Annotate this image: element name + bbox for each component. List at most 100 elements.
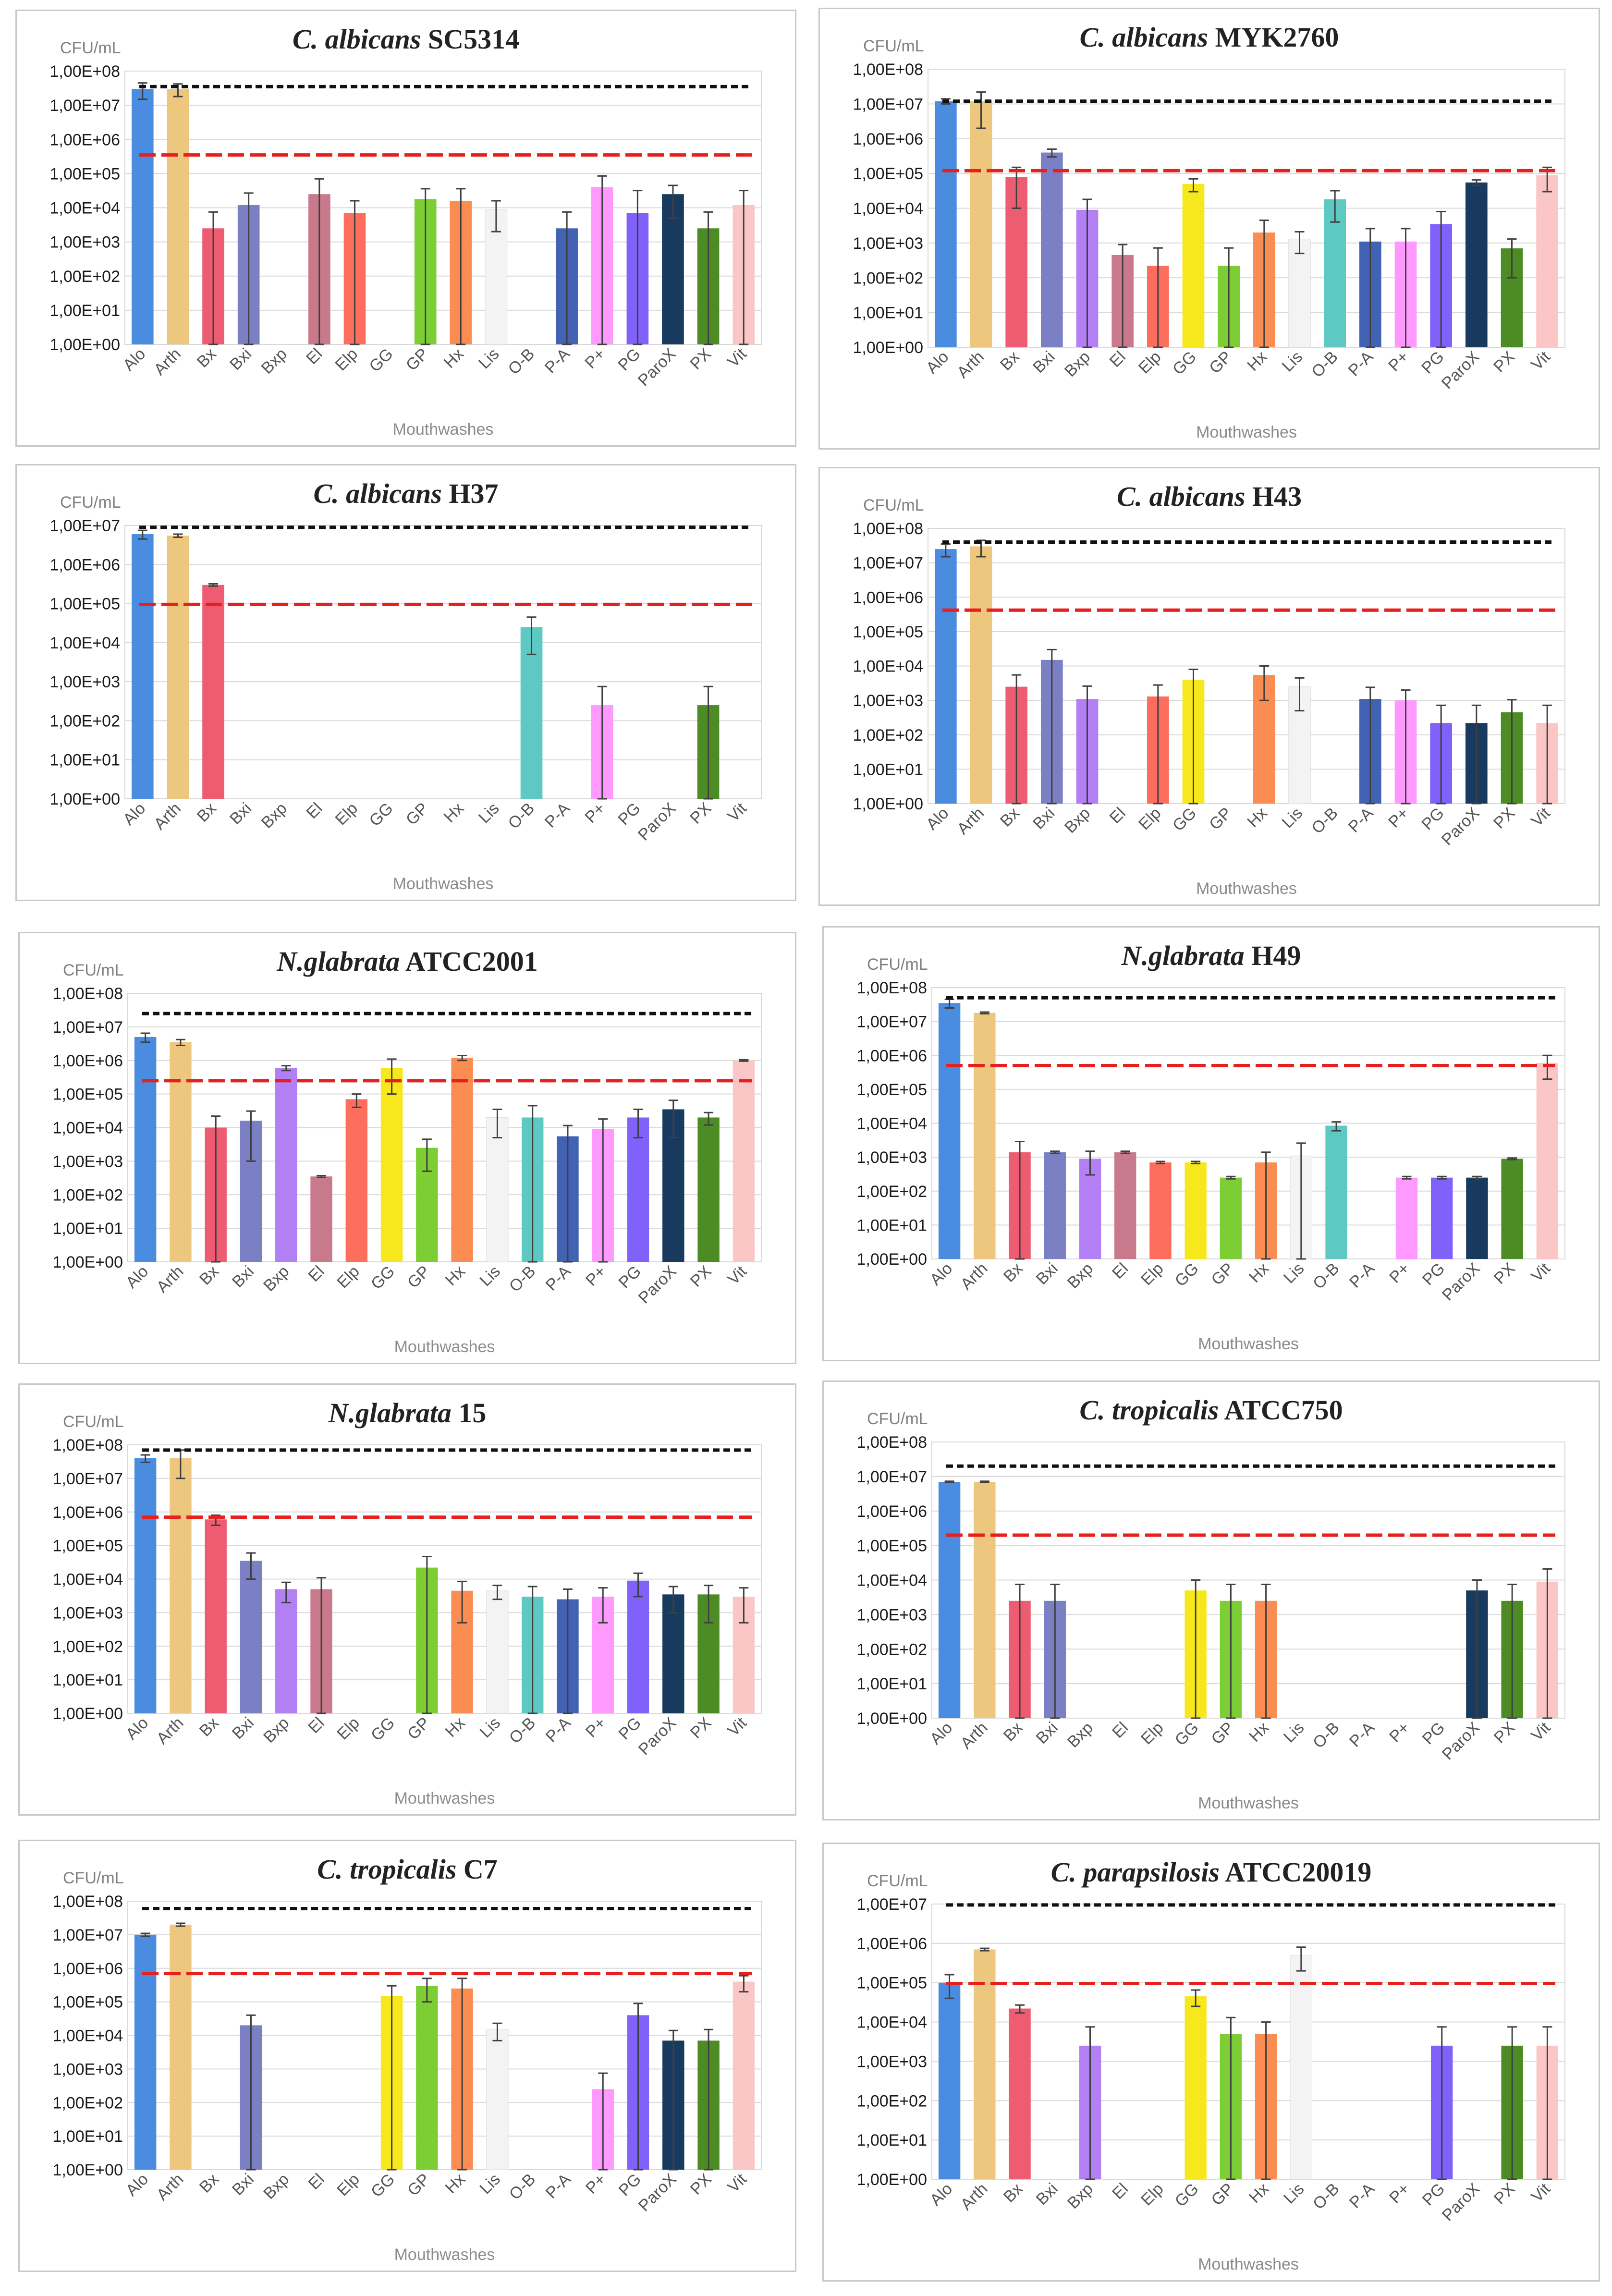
error-bar (633, 1572, 643, 1598)
plot-area (931, 987, 1565, 1259)
x-tick-label: Hx (1246, 2180, 1272, 2207)
plot-area (928, 69, 1565, 348)
error-bar (140, 1932, 150, 1937)
x-tick-label: Bxp (1064, 1719, 1097, 1751)
error-bar (140, 1032, 150, 1043)
x-tick-label: GP (404, 1262, 434, 1292)
error-bar (976, 91, 986, 129)
error-bar (281, 1065, 291, 1072)
x-tick-label: P+ (1386, 1719, 1413, 1746)
x-tick-label: Elp (1137, 1719, 1167, 1748)
x-axis-label: Mouthwashes (394, 2246, 495, 2264)
error-bar (1191, 1160, 1201, 1164)
bar-lis (486, 1117, 509, 1262)
x-tick-label: Elp (1137, 1259, 1167, 1289)
y-tick-label: 1,00E+02 (52, 1637, 123, 1656)
x-tick-label: Bx (194, 799, 220, 826)
bar-vit (733, 1981, 755, 2170)
y-tick-label: 1,00E+04 (856, 1115, 927, 1133)
chart-title-species: C. tropicalis (1079, 1394, 1219, 1426)
bar-bx (1009, 2008, 1031, 2179)
y-tick-label: 1,00E+01 (52, 1671, 123, 1689)
x-tick-label: Bxp (260, 1714, 293, 1746)
x-tick-label: P+ (1385, 804, 1412, 831)
error-bar (527, 1586, 537, 1714)
chart-n-glabrata-atcc2001: N.glabrata ATCC2001 CFU/mL 1,00E+00 1,00E+0… (18, 932, 796, 1364)
error-bar (1365, 228, 1375, 348)
error-bar (1542, 1568, 1552, 1719)
x-tick-label: ParoX (1438, 804, 1483, 849)
x-tick-label: Arth (957, 1719, 991, 1753)
x-tick-label: GP (1208, 1259, 1237, 1289)
error-bar (562, 1588, 573, 1714)
bar-alo (134, 1037, 157, 1262)
x-tick-label: Bxp (1061, 348, 1094, 380)
y-tick-label: 1,00E+01 (52, 2127, 123, 2146)
x-tick-label: GG (367, 1714, 398, 1745)
y-tick-label: 1,00E+01 (856, 1216, 927, 1234)
x-tick-label: GP (1206, 348, 1235, 378)
x-tick-label: PX (1490, 348, 1518, 376)
x-tick-label: O-B (505, 799, 538, 833)
x-tick-label: P+ (581, 345, 609, 372)
y-tick-label: 1,00E+01 (853, 304, 923, 322)
x-tick-label: PG (614, 345, 644, 375)
error-bar (633, 2003, 643, 2171)
x-tick-label: Vit (1528, 1259, 1554, 1285)
error-bar (457, 1978, 467, 2171)
x-tick-label: Arth (153, 1714, 187, 1748)
error-bar (979, 1947, 989, 1952)
y-tick-label: 1,00E+00 (856, 1710, 927, 1728)
chart-title: C. albicans SC5314 (293, 24, 519, 55)
error-bar (456, 188, 466, 345)
x-tick-label: Alo (122, 2170, 152, 2200)
bar-vit (733, 1060, 755, 1262)
chart-n-glabrata-15: N.glabrata 15 CFU/mL 1,00E+00 1,00E+01 1,00E… (18, 1383, 796, 1816)
error-bar (457, 1055, 467, 1062)
error-bar (598, 2072, 608, 2171)
error-bar (1153, 247, 1163, 348)
x-tick-label: P+ (1386, 1259, 1413, 1287)
error-bar (703, 211, 713, 345)
error-bar (1471, 704, 1481, 805)
x-tick-label: P+ (581, 799, 609, 827)
error-bar (422, 1978, 432, 2003)
y-unit-label: CFU/mL (867, 955, 928, 974)
error-bar (598, 1587, 608, 1624)
bar-bxi (1044, 1152, 1066, 1259)
error-bar (597, 175, 607, 345)
y-tick-label: 1,00E+03 (52, 1152, 123, 1171)
x-tick-label: Arth (150, 799, 184, 833)
x-tick-label: PG (1418, 348, 1448, 378)
bar-arth (167, 536, 189, 799)
error-bar (1012, 166, 1022, 209)
x-tick-label: ParoX (635, 345, 680, 390)
x-tick-label: PG (1418, 804, 1448, 834)
bar-lis (1288, 239, 1311, 348)
chart-title: C. albicans H37 (313, 478, 498, 509)
x-axis-label: Mouthwashes (393, 875, 494, 893)
x-tick-label: Bxi (226, 799, 255, 828)
y-tick-label: 1,00E+05 (52, 1086, 123, 1104)
error-bar (140, 1454, 150, 1464)
y-tick-label: 1,00E+02 (52, 1186, 123, 1204)
error-bar (668, 184, 678, 219)
x-tick-label: P-A (1345, 348, 1377, 380)
x-axis-label: Mouthwashes (1198, 2255, 1299, 2273)
plot-area (931, 1441, 1565, 1719)
y-tick-label: 1,00E+03 (52, 2060, 123, 2078)
x-tick-label: Lis (1280, 2180, 1308, 2208)
error-bar (1015, 2004, 1025, 2014)
x-tick-label: Vit (1528, 1718, 1554, 1745)
y-tick-label: 1,00E+05 (853, 623, 923, 641)
x-tick-label: Bxi (1033, 2180, 1062, 2209)
x-tick-label: P-A (1346, 1259, 1378, 1292)
y-unit-label: CFU/mL (863, 496, 924, 514)
y-tick-label: 1,00E+03 (49, 673, 120, 691)
y-tick-label: 1,00E+06 (853, 588, 923, 607)
chart-title: C. albicans MYK2760 (1080, 22, 1339, 53)
bar-elp (345, 1099, 368, 1262)
x-tick-label: P-A (541, 345, 574, 377)
error-bar (246, 1110, 256, 1162)
bar-pg (1431, 1177, 1453, 1259)
